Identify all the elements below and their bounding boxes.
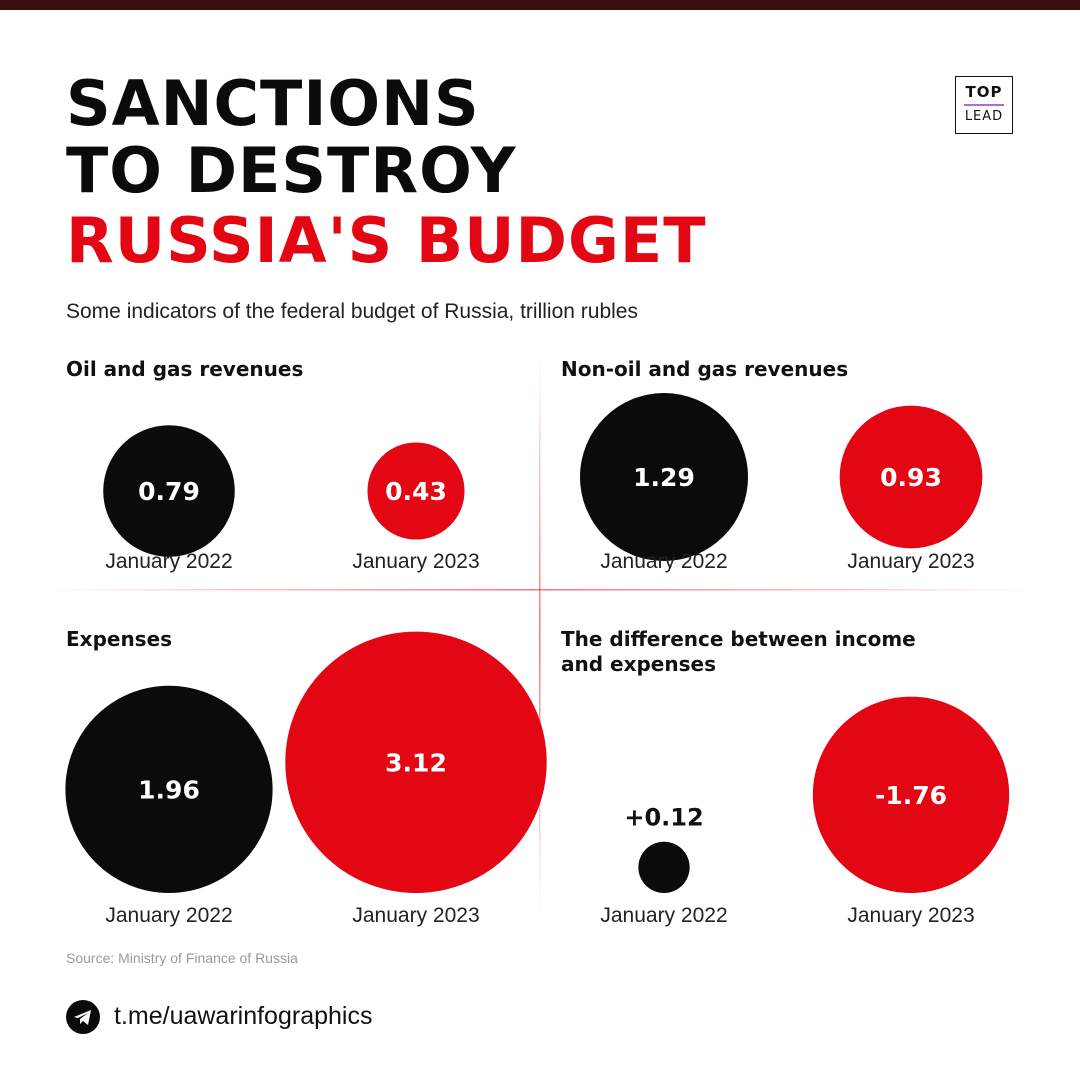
bubble-2-1 bbox=[285, 631, 547, 893]
bubble-value-label-0-1: 0.43 bbox=[385, 477, 447, 506]
category-label-2-1: January 2023 bbox=[352, 904, 479, 927]
page-title-line-1: SANCTIONS bbox=[66, 67, 480, 140]
page-title-line-2: TO DESTROY bbox=[66, 134, 517, 207]
bubble-3-0 bbox=[638, 841, 690, 893]
category-label-2-0: January 2022 bbox=[105, 904, 232, 927]
panel-title-difference: The difference between income and expens… bbox=[561, 627, 916, 676]
logo-bottom-text: LEAD bbox=[964, 109, 1004, 124]
bubble-2-0 bbox=[65, 685, 273, 894]
panel-title-oil-gas: Oil and gas revenues bbox=[66, 357, 304, 381]
bubble-value-label-1-0: 1.29 bbox=[633, 463, 695, 492]
top-lead-logo: TOP LEAD bbox=[955, 76, 1013, 134]
source-note: Source: Ministry of Finance of Russia bbox=[66, 950, 298, 966]
telegram-link[interactable]: t.me/uawarinfographics bbox=[114, 1002, 373, 1030]
category-label-0-0: January 2022 bbox=[105, 550, 232, 573]
category-label-1-0: January 2022 bbox=[600, 550, 727, 573]
category-label-3-0: January 2022 bbox=[600, 904, 727, 927]
bubble-0-0 bbox=[103, 425, 235, 557]
bubble-value-label-0-0: 0.79 bbox=[138, 477, 200, 506]
bubble-0-1 bbox=[367, 442, 465, 540]
logo-top-text: TOP bbox=[965, 83, 1003, 101]
bubble-value-label-2-1: 3.12 bbox=[385, 748, 447, 777]
category-label-1-1: January 2023 bbox=[847, 550, 974, 573]
bubble-value-label-3-1: -1.76 bbox=[875, 781, 947, 810]
category-label-0-1: January 2023 bbox=[352, 550, 479, 573]
logo-divider bbox=[964, 104, 1004, 106]
bubble-value-label-2-0: 1.96 bbox=[138, 775, 200, 804]
top-bar bbox=[0, 0, 1080, 10]
bubble-value-label-3-0: +0.12 bbox=[624, 804, 703, 832]
chart-subtitle: Some indicators of the federal budget of… bbox=[66, 300, 638, 323]
bubble-1-1 bbox=[839, 405, 983, 549]
telegram-icon bbox=[66, 1000, 100, 1034]
bubble-3-1 bbox=[812, 696, 1010, 893]
category-label-3-1: January 2023 bbox=[847, 904, 974, 927]
panel-title-expenses: Expenses bbox=[66, 627, 173, 651]
page-title-line-3: RUSSIA'S BUDGET bbox=[66, 204, 707, 277]
bubble-value-label-1-1: 0.93 bbox=[880, 463, 942, 492]
panel-title-non-oil-gas: Non-oil and gas revenues bbox=[561, 357, 849, 381]
vertical-divider bbox=[539, 355, 541, 915]
bubble-1-0 bbox=[579, 392, 749, 562]
